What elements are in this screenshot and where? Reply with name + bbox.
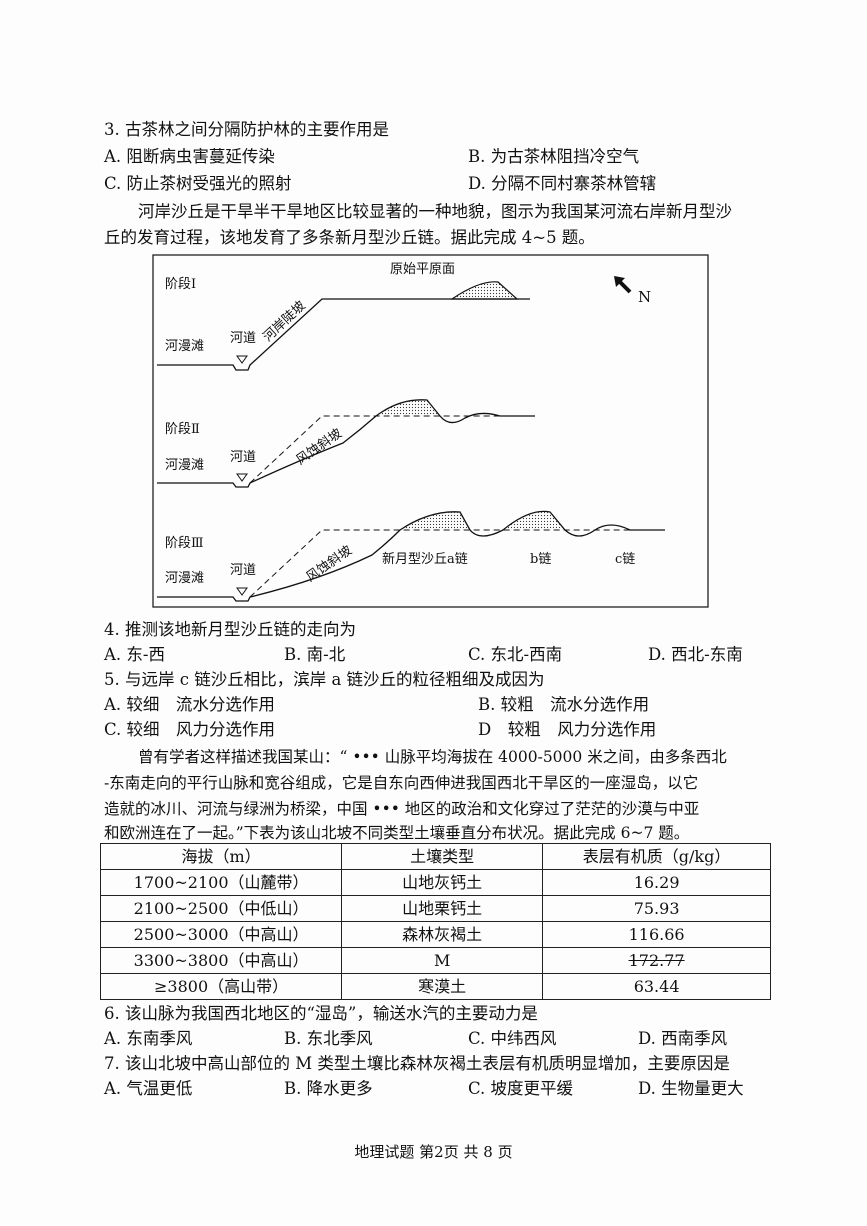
table-header-row: 海拔（m） 土壤类型 表层有机质（g/kg） (99, 843, 771, 870)
cell: 75.93 (542, 895, 771, 922)
cell: 116.66 (542, 921, 771, 948)
question-4-stem: 4. 推测该地新月型沙丘链的走向为 (104, 620, 356, 639)
chain-a-label: 新月型沙丘a链 (382, 551, 468, 567)
north-label: N (638, 288, 651, 306)
dune-chain-a (400, 511, 470, 530)
q6-option-c: C. 中纬西风 (468, 1029, 557, 1048)
q7-option-d: D. 生物量更大 (638, 1079, 744, 1098)
channel-label-1: 河道 (230, 331, 256, 346)
table-row: 2100~2500（中低山） 山地栗钙土 75.93 (99, 895, 771, 922)
chain-b-label: b链 (530, 552, 551, 567)
question-5-stem: 5. 与远岸 c 链沙丘相比，滨岸 a 链沙丘的粒径粗细及成因为 (104, 670, 545, 689)
floodplain-label-1: 河漫滩 (165, 339, 204, 354)
q6-options: A. 东南季风 B. 东北季风 C. 中纬西风 D. 西南季风 (100, 1028, 800, 1050)
q3-option-b: B. 为古茶林阻挡冷空气 (468, 147, 640, 166)
q7-option-c: C. 坡度更平缓 (468, 1079, 574, 1098)
page-footer: 地理试题 第2页 共 8 页 (354, 1143, 513, 1161)
stage-1-dune (450, 281, 519, 300)
table-row: 2500~3000（中高山） 森林灰褐土 116.66 (99, 921, 771, 948)
stage-2-profile (157, 399, 535, 488)
q5-option-d: D 较粗 风力分选作用 (478, 720, 657, 739)
q6-option-d: D. 西南季风 (638, 1029, 728, 1048)
cell: 16.29 (542, 869, 771, 896)
header-altitude: 海拔（m） (99, 843, 343, 870)
q4-option-a: A. 东-西 (104, 645, 165, 664)
stage-2-dune (376, 399, 440, 416)
cell: 寒漠土 (341, 973, 544, 1000)
table-and-questions-6-7: 海拔（m） 土壤类型 表层有机质（g/kg） 1700~2100（山麓带） 山地灰… (99, 843, 800, 1100)
cell: 2100~2500（中低山） (99, 895, 343, 922)
q3-option-c: C. 防止茶树受强光的照射 (104, 174, 292, 193)
soil-distribution-table: 海拔（m） 土壤类型 表层有机质（g/kg） 1700~2100（山麓带） 山地灰… (99, 843, 771, 1000)
intro-45-line-1: 河岸沙丘是干旱半干旱地区比较显著的一种地貌，图示为我国某河流右岸新月型沙 (138, 202, 732, 221)
question-3-stem: 3. 古茶林之间分隔防护林的主要作用是 (104, 120, 389, 139)
cell: 山地栗钙土 (341, 895, 544, 922)
floodplain-label-3: 河漫滩 (165, 571, 204, 586)
q7-option-b: B. 降水更多 (284, 1079, 373, 1098)
channel-label-2: 河道 (230, 450, 256, 465)
cell: 172.77 (542, 947, 771, 974)
cell: ≥3800（高山带） (99, 973, 343, 1000)
cell: 63.44 (542, 973, 771, 1000)
q5-option-b: B. 较粗 流水分选作用 (478, 695, 650, 714)
cell: 3300~3800（中高山） (99, 947, 343, 974)
q5-option-a: A. 较细 流水分选作用 (104, 695, 275, 714)
cell: 2500~3000（中高山） (99, 921, 343, 948)
table-row: ≥3800（高山带） 寒漠土 63.44 (99, 973, 771, 1000)
q7-options: A. 气温更低 B. 降水更多 C. 坡度更平缓 D. 生物量更大 (100, 1078, 800, 1100)
q4-option-d: D. 西北-东南 (648, 645, 743, 664)
stage-2-label: 阶段Ⅱ (165, 422, 200, 437)
q3-option-d: D. 分隔不同村寨茶林管辖 (468, 174, 657, 193)
cell: 森林灰褐土 (341, 921, 544, 948)
cell: 1700~2100（山麓带） (99, 869, 343, 896)
header-organic-matter: 表层有机质（g/kg） (542, 843, 771, 870)
stage-3-label: 阶段Ⅲ (165, 536, 204, 551)
stage-1-profile (157, 298, 530, 371)
q4-option-c: C. 东北-西南 (468, 645, 563, 664)
q7-option-a: A. 气温更低 (104, 1079, 193, 1098)
table-row: 3300~3800（中高山） M 172.77 (99, 947, 771, 974)
q5-option-c: C. 较细 风力分选作用 (104, 720, 276, 739)
original-plain-label: 原始平原面 (390, 262, 455, 277)
header-soil-type: 土壤类型 (341, 843, 544, 870)
intro-67-line-2: -东南走向的平行山脉和宽谷组成，它是自东向西伸进我国西北干旱区的一座湿岛，以它 (104, 774, 699, 792)
q6-option-b: B. 东北季风 (284, 1029, 373, 1048)
sand-dune-development-diagram: 阶段Ⅰ 原始平原面 河漫滩 河道 河岸陡坡 阶段Ⅱ 河漫滩 河道 风蚀斜坡 阶段… (152, 254, 709, 608)
intro-67-line-3: 造就的冰川、河流与绿洲为桥梁，中国 ••• 地区的政治和文化穿过了茫茫的沙漠与中… (104, 800, 700, 818)
water-level-icon (236, 587, 248, 596)
floodplain-label-2: 河漫滩 (165, 458, 204, 473)
q4-option-b: B. 南-北 (284, 645, 346, 664)
stage-1-label: 阶段Ⅰ (165, 277, 196, 292)
intro-67-line-4: 和欧洲连在了一起。”下表为该山北坡不同类型土壤垂直分布状况。据此完成 6~7 题… (104, 824, 690, 842)
steep-bank-label: 河岸陡坡 (260, 298, 308, 344)
table-row: 1700~2100（山麓带） 山地灰钙土 16.29 (99, 869, 771, 896)
water-level-icon (236, 473, 248, 482)
channel-label-3: 河道 (230, 563, 256, 578)
question-7-stem: 7. 该山北坡中高山部位的 M 类型土壤比森林灰褐土表层有机质明显增加，主要原因… (104, 1054, 730, 1073)
water-level-icon (236, 355, 248, 364)
stage-3-original-surface (249, 529, 665, 598)
q3-option-a: A. 阻断病虫害蔓延传染 (104, 147, 275, 166)
intro-67-line-1: 曾有学者这样描述我国某山：“ ••• 山脉平均海拔在 4000-5000 米之间… (138, 748, 727, 766)
question-6-stem: 6. 该山脉为我国西北地区的“湿岛”，输送水汽的主要动力是 (104, 1004, 538, 1023)
q6-option-a: A. 东南季风 (104, 1029, 193, 1048)
chain-c-label: c链 (615, 552, 635, 567)
diagram-frame (152, 254, 709, 608)
stage-2-original-surface (249, 415, 500, 484)
arrow-northwest-icon (614, 276, 632, 294)
cell: 山地灰钙土 (341, 869, 544, 896)
stage-3-profile (157, 510, 665, 602)
erosion-slope-label-2: 风蚀斜坡 (294, 426, 345, 468)
intro-45-line-2: 丘的发育过程，该地发育了多条新月型沙丘链。据此完成 4~5 题。 (104, 228, 595, 247)
dune-chain-b (503, 511, 565, 530)
cell: M (341, 947, 544, 974)
